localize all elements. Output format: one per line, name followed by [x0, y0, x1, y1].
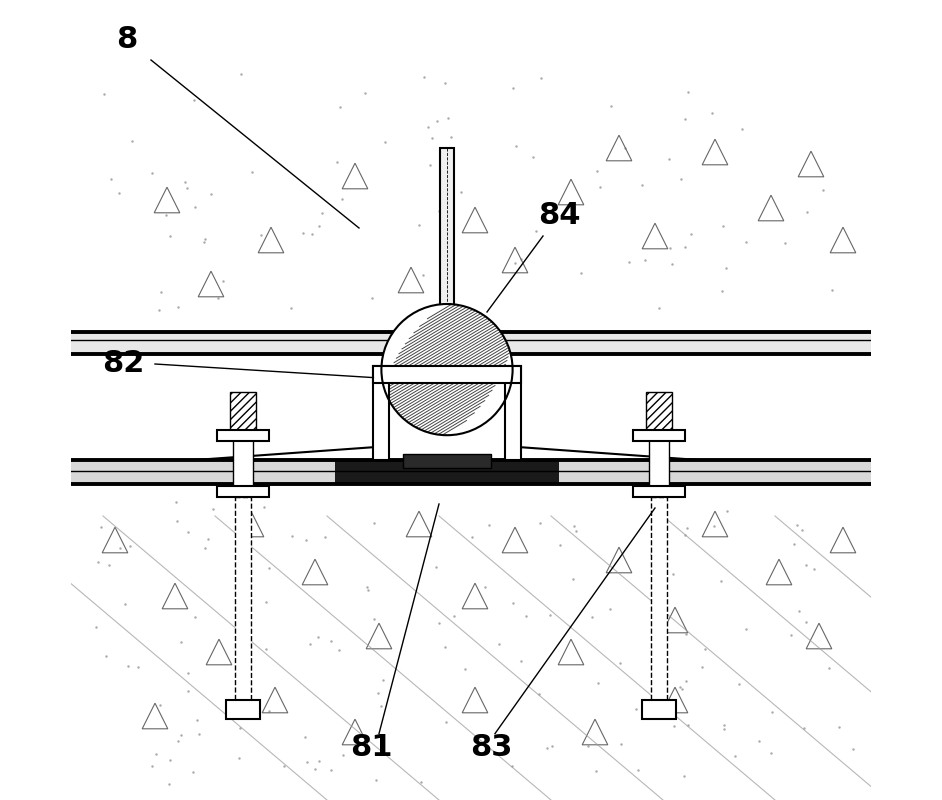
Bar: [440, 148, 454, 332]
Text: 81: 81: [349, 734, 392, 762]
Text: 82: 82: [102, 350, 144, 378]
Bar: [411, 332, 483, 354]
Text: 84: 84: [538, 202, 580, 230]
Bar: [235, 497, 252, 700]
Text: 83: 83: [470, 734, 512, 762]
Bar: [335, 460, 559, 484]
Circle shape: [382, 304, 512, 435]
Bar: [633, 486, 685, 497]
Bar: [651, 497, 667, 700]
Bar: [234, 430, 252, 486]
Bar: [373, 366, 389, 460]
Bar: [642, 700, 675, 719]
Bar: [218, 430, 268, 441]
Bar: [649, 430, 669, 486]
Bar: [71, 460, 871, 484]
Bar: [505, 366, 521, 460]
Bar: [71, 332, 871, 354]
Bar: [633, 430, 685, 441]
Bar: [403, 454, 491, 468]
Bar: [230, 392, 256, 436]
Bar: [645, 392, 673, 436]
Bar: [218, 486, 268, 497]
Text: 8: 8: [117, 26, 138, 54]
Bar: [226, 700, 260, 719]
Bar: [373, 366, 521, 383]
